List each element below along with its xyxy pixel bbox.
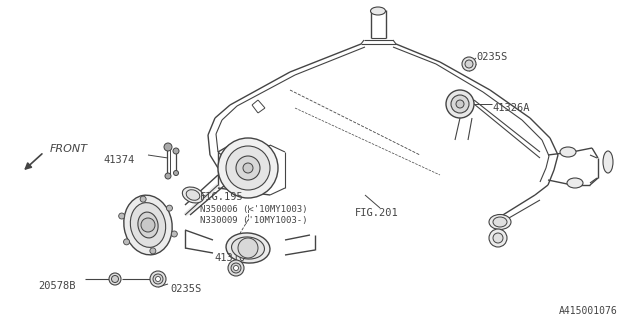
Circle shape bbox=[243, 163, 253, 173]
Circle shape bbox=[140, 196, 146, 202]
Circle shape bbox=[462, 57, 476, 71]
Ellipse shape bbox=[182, 187, 204, 203]
Ellipse shape bbox=[131, 203, 166, 247]
Ellipse shape bbox=[560, 147, 576, 157]
Ellipse shape bbox=[489, 229, 507, 247]
Text: FIG.201: FIG.201 bbox=[355, 208, 399, 218]
Circle shape bbox=[226, 146, 270, 190]
Text: 41374: 41374 bbox=[103, 155, 134, 165]
Ellipse shape bbox=[138, 212, 158, 238]
Circle shape bbox=[141, 218, 155, 232]
Text: 0235S: 0235S bbox=[170, 284, 201, 294]
Circle shape bbox=[173, 148, 179, 154]
Circle shape bbox=[164, 143, 172, 151]
Ellipse shape bbox=[567, 178, 583, 188]
Circle shape bbox=[172, 231, 177, 237]
Circle shape bbox=[446, 90, 474, 118]
Ellipse shape bbox=[493, 233, 503, 243]
Text: N330009 ('10MY1003-): N330009 ('10MY1003-) bbox=[200, 216, 307, 225]
Ellipse shape bbox=[603, 151, 613, 173]
Circle shape bbox=[238, 238, 258, 258]
Ellipse shape bbox=[489, 214, 511, 229]
Text: N350006 (<'10MY1003): N350006 (<'10MY1003) bbox=[200, 205, 307, 214]
Circle shape bbox=[228, 260, 244, 276]
Circle shape bbox=[150, 248, 156, 254]
Circle shape bbox=[451, 95, 469, 113]
Text: 0235S: 0235S bbox=[476, 52, 508, 62]
Ellipse shape bbox=[226, 233, 270, 263]
Circle shape bbox=[111, 276, 118, 283]
Circle shape bbox=[118, 213, 125, 219]
Circle shape bbox=[173, 171, 179, 175]
Ellipse shape bbox=[371, 7, 385, 15]
Text: FIG.195: FIG.195 bbox=[200, 192, 244, 202]
Text: 41326A: 41326A bbox=[492, 103, 529, 113]
Circle shape bbox=[153, 274, 163, 284]
Circle shape bbox=[231, 263, 241, 273]
Text: FRONT: FRONT bbox=[50, 144, 88, 154]
Text: A415001076: A415001076 bbox=[559, 306, 618, 316]
Text: 20578B: 20578B bbox=[38, 281, 76, 291]
Circle shape bbox=[234, 266, 239, 270]
Text: 41310: 41310 bbox=[214, 253, 245, 263]
Ellipse shape bbox=[124, 195, 172, 255]
Ellipse shape bbox=[493, 217, 507, 227]
Circle shape bbox=[456, 100, 464, 108]
Circle shape bbox=[166, 205, 172, 211]
Circle shape bbox=[109, 273, 121, 285]
Ellipse shape bbox=[232, 237, 264, 259]
Circle shape bbox=[236, 156, 260, 180]
Circle shape bbox=[465, 60, 473, 68]
Circle shape bbox=[124, 239, 129, 245]
Ellipse shape bbox=[186, 190, 200, 200]
Circle shape bbox=[150, 271, 166, 287]
Circle shape bbox=[218, 138, 278, 198]
Circle shape bbox=[156, 276, 161, 282]
Circle shape bbox=[165, 173, 171, 179]
